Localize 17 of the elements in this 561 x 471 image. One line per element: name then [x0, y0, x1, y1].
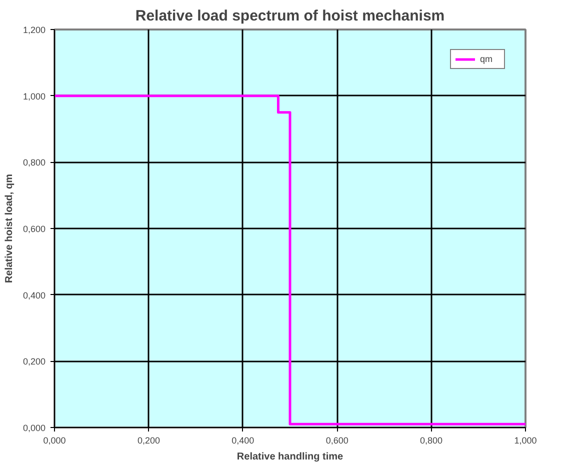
x-tick-label: 0,800 — [420, 436, 443, 446]
legend-label: qm — [480, 54, 494, 64]
x-tick-label: 0,200 — [137, 436, 160, 446]
y-tick-label: 0,800 — [22, 158, 46, 168]
chart-title: Relative load spectrum of hoist mechanism — [135, 8, 445, 24]
x-tick-label: 0,400 — [232, 436, 254, 446]
y-tick-label: 1,000 — [22, 91, 46, 102]
y-tick-label: 0,200 — [22, 356, 46, 367]
x-tick-label: 1,000 — [514, 436, 537, 446]
x-axis-title: Relative handling time — [236, 452, 344, 462]
y-axis-title: Relative hoist load, qm — [4, 174, 15, 283]
x-tick-label: 0,600 — [326, 436, 348, 446]
y-tick-label: 0,000 — [22, 423, 46, 433]
x-tick-label: 0,000 — [43, 436, 66, 446]
y-tick-label: 0,400 — [22, 290, 46, 300]
y-tick-label: 1,200 — [22, 25, 46, 35]
y-tick-label: 0,600 — [22, 224, 46, 234]
